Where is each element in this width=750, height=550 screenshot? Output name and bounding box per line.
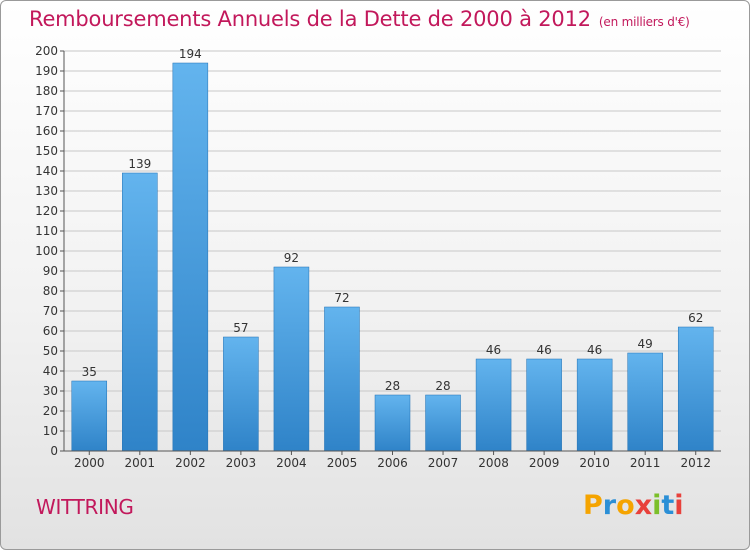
chart-title-text: Remboursements Annuels de la Dette de 20…	[29, 7, 591, 31]
y-tick-label: 170	[35, 104, 58, 118]
y-tick-label: 70	[43, 304, 58, 318]
proxiti-logo: Proxiti	[583, 490, 684, 521]
commune-name: WITTRING	[36, 495, 134, 519]
bars	[71, 62, 714, 452]
x-tick-label: 2005	[327, 456, 358, 470]
y-tick-label: 30	[43, 384, 58, 398]
x-tick-label: 2007	[428, 456, 459, 470]
data-label: 92	[284, 251, 299, 265]
y-tick-label: 130	[35, 184, 58, 198]
chart-subtitle: (en milliers d'€)	[598, 15, 690, 29]
y-tick-label: 10	[43, 424, 58, 438]
bar-2006	[374, 394, 411, 452]
logo-letter: i	[652, 490, 662, 521]
y-tick-label: 190	[35, 64, 58, 78]
x-tick-label: 2012	[680, 456, 711, 470]
bar-2011	[627, 352, 663, 452]
y-tick-label: 50	[43, 344, 58, 358]
data-labels: 35 139 194 57 92 72 28 28 46 46 46 49 62	[82, 47, 704, 393]
y-tick-label: 100	[35, 244, 58, 258]
x-tick-label: 2006	[377, 456, 408, 470]
data-label: 46	[536, 343, 551, 357]
y-tick-label: 180	[35, 84, 58, 98]
bar-2005	[324, 306, 360, 452]
y-tick-label: 200	[35, 44, 58, 58]
x-tick-label: 2011	[630, 456, 661, 470]
bar-2008	[475, 358, 512, 452]
data-label: 35	[82, 365, 97, 379]
x-tick-label: 2003	[226, 456, 257, 470]
data-label: 194	[179, 47, 202, 61]
bar-2007	[425, 394, 461, 452]
bar-2003	[223, 336, 259, 452]
y-tick-label: 80	[43, 284, 58, 298]
logo-letter: P	[583, 490, 603, 521]
bar-2010	[576, 358, 613, 452]
data-label: 28	[385, 379, 400, 393]
x-tick-label: 2004	[276, 456, 307, 470]
bar-2004	[273, 266, 310, 452]
logo-letter: r	[602, 490, 617, 521]
grid-lines	[64, 50, 721, 432]
x-tick-label: 2009	[529, 456, 560, 470]
y-tick-label: 40	[43, 364, 58, 378]
axes	[60, 50, 721, 455]
data-label: 62	[688, 311, 703, 325]
data-label: 139	[128, 157, 151, 171]
y-tick-label: 140	[35, 164, 58, 178]
bar-2009	[526, 358, 562, 452]
x-tick-label: 2010	[579, 456, 610, 470]
y-tick-label: 20	[43, 404, 58, 418]
y-tick-label: 0	[50, 444, 58, 458]
logo-letter: x	[634, 490, 653, 521]
y-tick-label: 60	[43, 324, 58, 338]
bar-2001	[122, 172, 158, 452]
data-label: 57	[233, 321, 248, 335]
logo-letter: o	[616, 490, 635, 521]
logo-letter: t	[661, 490, 675, 521]
x-tick-label: 2008	[478, 456, 509, 470]
chart-title: Remboursements Annuels de la Dette de 20…	[29, 7, 690, 31]
logo-letter: i	[674, 490, 684, 521]
bar-2002	[172, 62, 209, 452]
data-label: 49	[638, 337, 653, 351]
y-tick-label: 90	[43, 264, 58, 278]
x-tick-label: 2001	[125, 456, 156, 470]
bar-2000	[71, 380, 108, 452]
y-tick-labels: 0 10 20 30 40 50 60 70 80 90 100 110 120 130 140 150 160…	[35, 44, 58, 458]
data-label: 46	[486, 343, 501, 357]
y-tick-label: 110	[35, 224, 58, 238]
y-tick-label: 150	[35, 144, 58, 158]
bar-2012	[677, 326, 714, 452]
x-tick-labels: 2000 2001 2002 2003 2004 2005 2006 2007 2008 2009…	[74, 456, 711, 470]
data-label: 28	[435, 379, 450, 393]
x-tick-label: 2002	[175, 456, 206, 470]
x-tick-label: 2000	[74, 456, 105, 470]
y-tick-label: 120	[35, 204, 58, 218]
data-label: 46	[587, 343, 602, 357]
data-label: 72	[334, 291, 349, 305]
y-tick-label: 160	[35, 124, 58, 138]
